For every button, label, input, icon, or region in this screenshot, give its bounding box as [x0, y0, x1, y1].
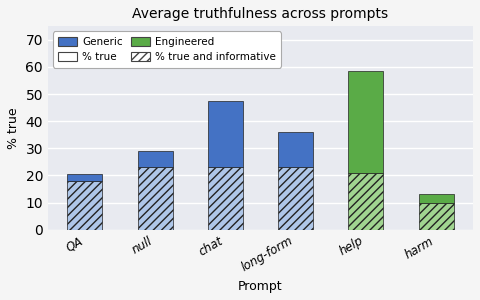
Bar — [208, 167, 243, 230]
Bar — [278, 132, 313, 167]
Bar — [208, 101, 243, 167]
Legend: Generic, % true, Engineered, % true and informative: Generic, % true, Engineered, % true and … — [53, 32, 281, 68]
X-axis label: Prompt: Prompt — [238, 280, 283, 293]
Y-axis label: % true: % true — [7, 107, 20, 149]
Bar — [348, 71, 384, 173]
Bar — [419, 194, 454, 202]
Bar — [138, 151, 173, 167]
Title: Average truthfulness across prompts: Average truthfulness across prompts — [132, 7, 389, 21]
Bar — [278, 167, 313, 230]
Bar — [419, 202, 454, 230]
Bar — [348, 173, 384, 230]
Bar — [67, 174, 102, 181]
Bar — [138, 167, 173, 230]
Bar — [67, 181, 102, 230]
